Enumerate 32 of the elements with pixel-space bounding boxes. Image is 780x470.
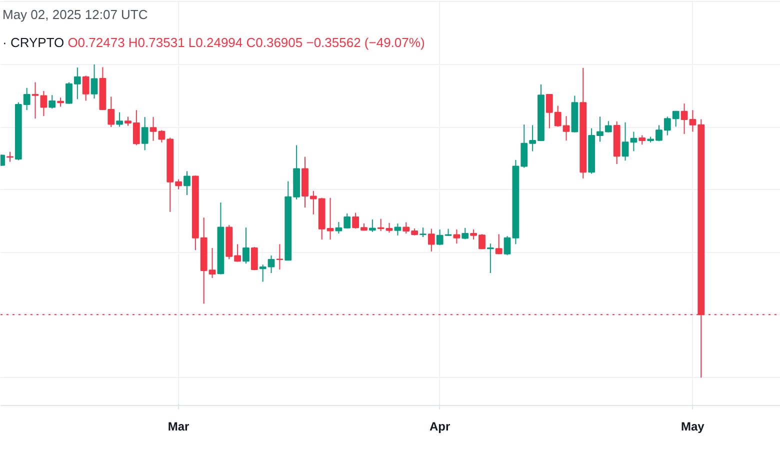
candlestick bbox=[82, 75, 90, 102]
candlestick bbox=[622, 122, 629, 162]
candlestick bbox=[680, 103, 688, 134]
candlestick bbox=[250, 246, 258, 271]
candlestick bbox=[689, 110, 696, 132]
candlestick bbox=[453, 228, 460, 244]
x-tick-label: Mar bbox=[168, 420, 190, 434]
candlestick bbox=[141, 116, 148, 151]
candlestick bbox=[630, 131, 638, 152]
text: O0.72473 H0.73531 L0.24994 C0.36905 −0.35562 (−49.07%) bbox=[68, 35, 425, 50]
candlestick bbox=[116, 112, 124, 128]
candlestick bbox=[276, 244, 284, 270]
text: May 02, 2025 12:07 UTC bbox=[2, 7, 148, 22]
candlestick bbox=[368, 218, 376, 232]
candlestick bbox=[242, 227, 250, 264]
candlestick bbox=[184, 170, 190, 196]
x-tick-label: May bbox=[681, 420, 705, 434]
x-tick-label: Apr bbox=[430, 420, 451, 434]
candlestick bbox=[48, 94, 56, 110]
candlestick bbox=[638, 134, 646, 146]
candlestick bbox=[259, 264, 266, 282]
candlestick bbox=[486, 243, 494, 274]
candlestick bbox=[462, 227, 469, 240]
candlestick bbox=[268, 254, 275, 274]
candlestick bbox=[57, 97, 64, 108]
candlestick bbox=[495, 234, 502, 255]
candlestick bbox=[90, 64, 98, 100]
candlestick bbox=[420, 227, 426, 238]
candlestick bbox=[394, 223, 402, 236]
text: · CRYPTO bbox=[2, 35, 64, 50]
candlestick bbox=[504, 236, 511, 256]
candlestick bbox=[428, 228, 435, 252]
